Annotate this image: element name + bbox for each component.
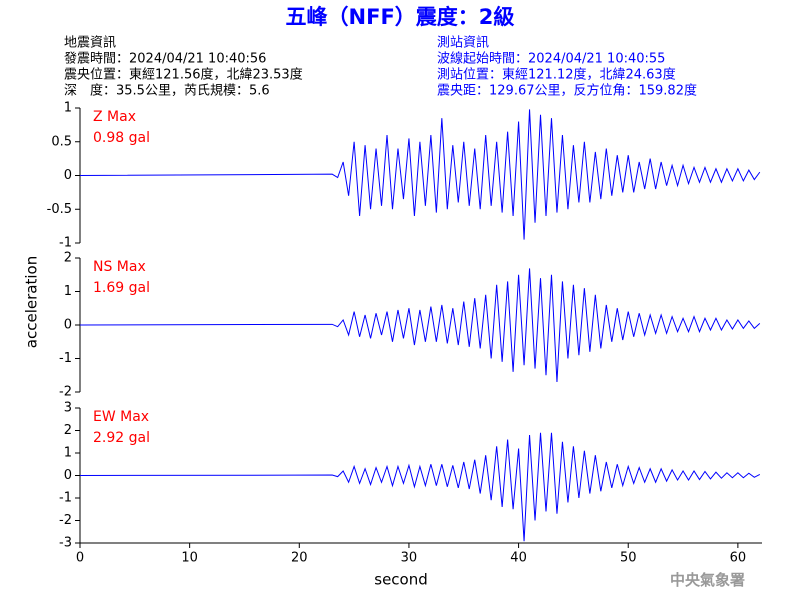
y-tick-label: 2 [64, 251, 72, 266]
max-label: NS Max [93, 259, 146, 275]
waveform [79, 268, 761, 382]
info-line: 測站位置：東經121.12度，北緯24.63度 [437, 67, 676, 83]
max-value: 0.98 gal [93, 130, 150, 146]
y-tick-label: 1 [64, 284, 72, 299]
y-tick-label: -2 [59, 385, 72, 400]
x-tick-label: 60 [730, 551, 747, 566]
x-tick-label: 0 [76, 551, 84, 566]
waveform [79, 432, 761, 542]
y-tick-label: 1 [64, 101, 72, 116]
y-tick-label: -3 [59, 536, 72, 551]
watermark: 中央氣象署 [670, 571, 745, 589]
y-tick-label: -1 [59, 491, 72, 506]
max-value: 1.69 gal [93, 280, 150, 296]
y-tick-label: 2 [64, 423, 72, 438]
y-tick-label: -1 [59, 236, 72, 251]
info-line: 深 度：35.5公里，芮氏規模：5.6 [64, 83, 270, 99]
x-tick-label: 50 [620, 551, 637, 566]
max-value: 2.92 gal [93, 430, 150, 446]
y-tick-label: 0 [64, 318, 72, 333]
y-tick-label: -2 [59, 513, 72, 528]
max-label: Z Max [93, 109, 136, 125]
y-axis-label: acceleration [23, 256, 41, 348]
y-tick-label: 1 [64, 446, 72, 461]
y-tick-label: 0.5 [51, 134, 72, 149]
chart-title: 五峰（NFF）震度：2級 [286, 5, 515, 29]
info-line: 震央距：129.67公里，反方位角：159.82度 [437, 83, 697, 99]
info-line: 發震時間：2024/04/21 10:40:56 [64, 52, 266, 67]
waveform [79, 109, 761, 240]
max-label: EW Max [93, 409, 149, 425]
x-axis-label: second [374, 571, 428, 589]
info-line: 地震資訊 [64, 36, 116, 51]
y-tick-label: 3 [64, 401, 72, 416]
info-line: 震央位置：東經121.56度，北緯23.53度 [64, 67, 303, 83]
info-line: 測站資訊 [437, 36, 489, 51]
x-tick-label: 10 [181, 551, 198, 566]
y-tick-label: 0 [64, 468, 72, 483]
y-tick-label: -0.5 [47, 202, 72, 217]
x-tick-label: 20 [291, 551, 308, 566]
x-tick-label: 30 [401, 551, 418, 566]
y-tick-label: -1 [59, 351, 72, 366]
x-tick-label: 40 [510, 551, 527, 566]
y-tick-label: 0 [64, 168, 72, 183]
info-line: 波線起始時間：2024/04/21 10:40:55 [437, 51, 665, 67]
